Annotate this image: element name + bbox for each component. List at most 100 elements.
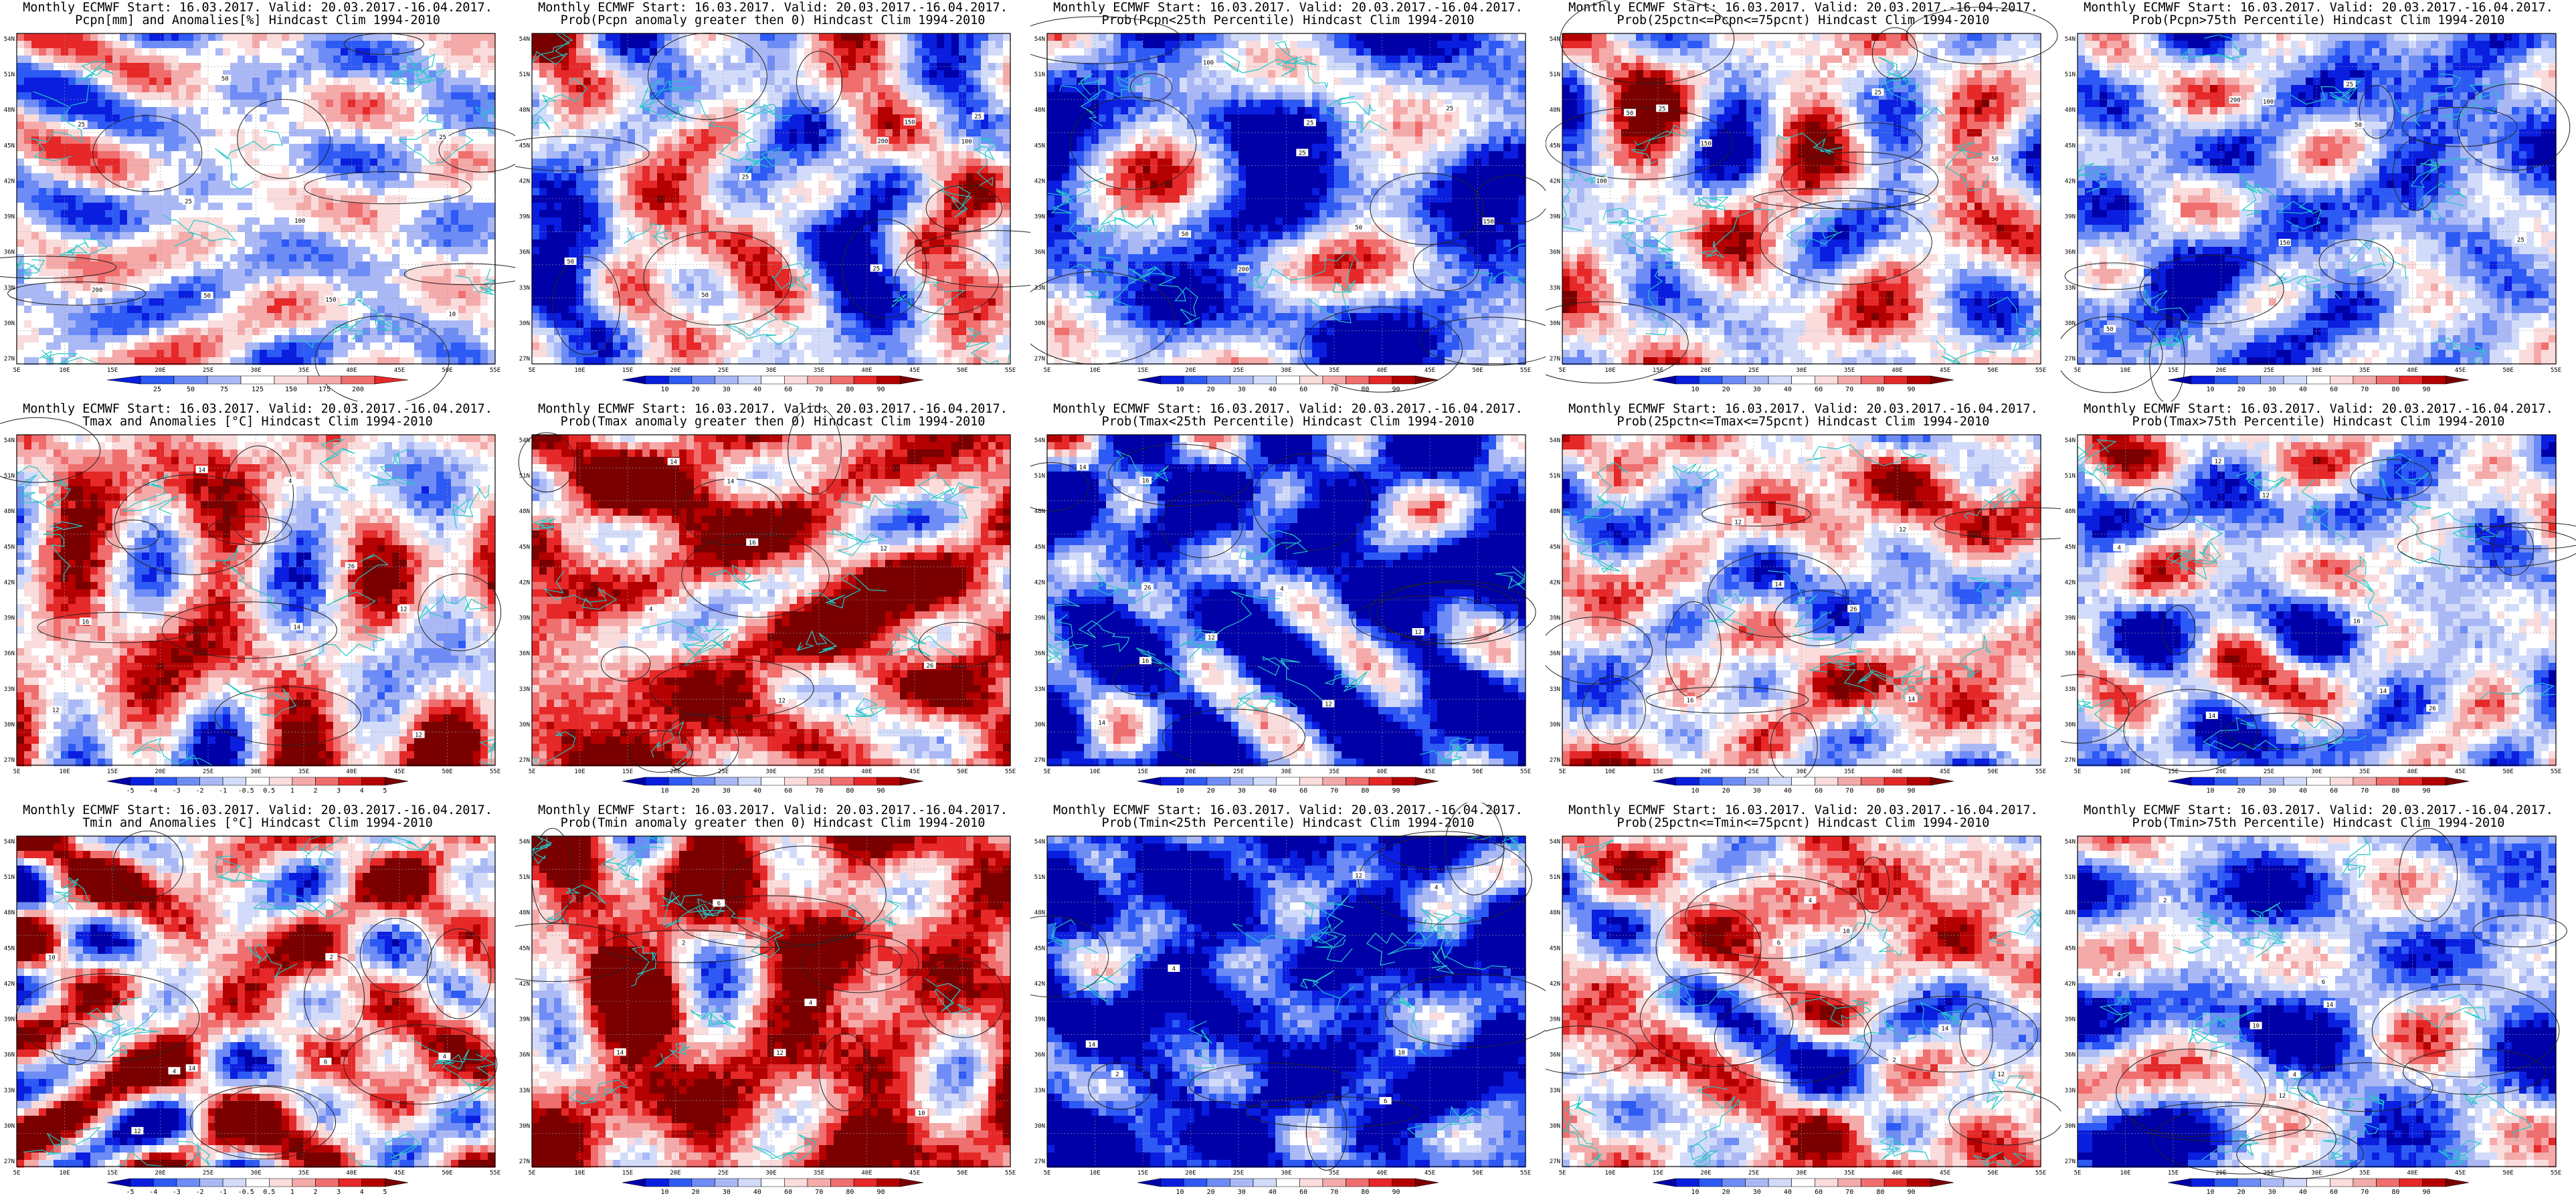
lat-label: 30N bbox=[4, 1123, 15, 1130]
map-canvas: 4 2 6 10 14 12 54N 51N 48N 45N 42N 39N 36N 33N 30N 27N 5… bbox=[1546, 835, 2061, 1196]
colorbar-swatch bbox=[222, 1178, 246, 1187]
contour-label-bg bbox=[2249, 1021, 2262, 1029]
colorbar-swatch bbox=[1652, 777, 1676, 786]
colorbar-tick-label: 20 bbox=[1207, 386, 1215, 393]
lon-label: 25E bbox=[203, 1170, 213, 1177]
lat-label: 42N bbox=[519, 579, 530, 586]
lat-label: 36N bbox=[1550, 249, 1560, 256]
colorbar: 10 20 30 40 60 70 80 90 bbox=[2167, 1178, 2470, 1196]
colorbar-tick-label: 80 bbox=[1876, 386, 1884, 393]
lat-lon-grid bbox=[1562, 435, 2041, 765]
lon-label: 35E bbox=[814, 769, 824, 775]
lat-label: 36N bbox=[4, 1052, 15, 1059]
colorbar-swatch bbox=[1368, 777, 1393, 786]
colorbar-swatch bbox=[2191, 375, 2215, 385]
contour-label-bg bbox=[903, 118, 916, 126]
lon-label: 50E bbox=[1987, 769, 1998, 775]
lon-label: 25E bbox=[718, 1170, 729, 1177]
lat-label: 51N bbox=[4, 72, 15, 78]
colorbar-swatch bbox=[222, 777, 246, 786]
colorbar-swatch bbox=[315, 777, 339, 786]
lon-label: 50E bbox=[1987, 1170, 1998, 1177]
contour-lines bbox=[0, 33, 515, 401]
colorbar-swatch bbox=[1883, 1178, 1908, 1187]
lat-label: 33N bbox=[2065, 686, 2076, 693]
colorbar-swatch bbox=[1837, 777, 1861, 786]
lat-label: 51N bbox=[1550, 874, 1560, 881]
contour-label: 4 bbox=[2117, 972, 2120, 979]
lat-label: 30N bbox=[1034, 722, 1045, 728]
lat-label: 27N bbox=[1550, 1159, 1560, 1165]
colorbar-tick-label: 30 bbox=[2268, 787, 2276, 795]
colorbar-tick-label: 40 bbox=[1269, 386, 1277, 393]
lat-label: 27N bbox=[2065, 757, 2076, 764]
panel-title-line1: Monthly ECMWF Start: 16.03.2017. Valid: … bbox=[2061, 403, 2576, 415]
contour-label-bg bbox=[804, 999, 817, 1007]
colorbar-swatch bbox=[737, 375, 761, 385]
colorbar-tick-label: 80 bbox=[1361, 787, 1369, 795]
lat-label: 48N bbox=[1550, 910, 1560, 916]
contour-label: 25 bbox=[1446, 106, 1453, 112]
lon-label: 20E bbox=[670, 1170, 680, 1177]
contour-label: 12 bbox=[778, 698, 786, 704]
contour-label-bg bbox=[1443, 104, 1456, 112]
contour-label-bg bbox=[284, 477, 296, 485]
contour-label: 12 bbox=[2278, 1093, 2286, 1100]
colorbar-swatch bbox=[1791, 777, 1815, 786]
colorbar-tick-label: 3 bbox=[337, 787, 341, 795]
contour-label: 14 bbox=[2208, 713, 2215, 720]
colorbar-swatch bbox=[1137, 777, 1161, 786]
lon-label: 15E bbox=[1653, 367, 1663, 374]
colorbar-swatch bbox=[737, 777, 761, 786]
colorbar-swatch bbox=[691, 777, 715, 786]
contour-label-bg bbox=[1430, 883, 1443, 891]
colorbar-swatch bbox=[784, 375, 808, 385]
colorbar: 10 20 30 40 60 70 80 90 bbox=[1137, 777, 1439, 795]
lon-label: 45E bbox=[1940, 367, 1950, 374]
contour-label-bg bbox=[1303, 118, 1316, 126]
lat-label: 39N bbox=[519, 214, 530, 221]
contour-label: 25 bbox=[185, 199, 192, 205]
contour-label: 12 bbox=[1997, 1072, 2005, 1078]
contour-label-bg bbox=[201, 292, 213, 300]
contour-label-bg bbox=[195, 466, 208, 474]
lon-label: 45E bbox=[394, 1170, 405, 1177]
panel-title-line2: Prob(Tmin anomaly greater then 0) Hindca… bbox=[515, 817, 1030, 829]
lon-label: 10E bbox=[1604, 769, 1615, 775]
colorbar-tick-label: 30 bbox=[1753, 386, 1761, 393]
shaded-field bbox=[17, 836, 496, 1168]
colorbar-swatch bbox=[240, 375, 275, 385]
colorbar-swatch bbox=[1160, 1178, 1184, 1187]
colorbar-tick-label: 4 bbox=[360, 1189, 364, 1196]
lon-label: 40E bbox=[1892, 769, 1902, 775]
contour-label: 14 bbox=[616, 1049, 624, 1056]
colorbar-swatch bbox=[2191, 777, 2215, 786]
lon-label: 30E bbox=[2311, 769, 2322, 775]
lon-label: 5E bbox=[529, 769, 536, 775]
colorbar-tick-label: 0.5 bbox=[263, 1189, 275, 1196]
lon-label: 30E bbox=[765, 769, 776, 775]
colorbar-swatch bbox=[877, 1178, 901, 1187]
map-frame bbox=[1562, 33, 2041, 365]
contour-label: 14 bbox=[1774, 582, 1782, 589]
lat-label: 51N bbox=[519, 72, 530, 78]
lat-lon-grid bbox=[2078, 435, 2556, 765]
contour-label: 14 bbox=[670, 459, 677, 466]
colorbar-tick-label: 90 bbox=[877, 386, 885, 393]
contour-label: 12 bbox=[134, 1128, 141, 1135]
lat-lon-grid bbox=[1047, 435, 1526, 765]
colorbar-tick-label: 30 bbox=[1238, 787, 1246, 795]
colorbar-tick-label: 10 bbox=[660, 386, 668, 393]
colorbar-swatch bbox=[153, 1178, 177, 1187]
contour-label: 6 bbox=[324, 1059, 327, 1066]
contour-label: 14 bbox=[1079, 464, 1087, 471]
coastline-lines bbox=[2077, 439, 2557, 751]
lat-label: 33N bbox=[1034, 1088, 1045, 1094]
lat-label: 48N bbox=[1550, 508, 1560, 515]
contour-lines bbox=[1546, 502, 2061, 781]
lon-label: 25E bbox=[1233, 769, 1244, 775]
colorbar-swatch bbox=[761, 1178, 785, 1187]
colorbar-tick-label: -3 bbox=[173, 1189, 181, 1196]
map-frame bbox=[531, 33, 1011, 365]
contour-label: 14 bbox=[2326, 1002, 2333, 1009]
